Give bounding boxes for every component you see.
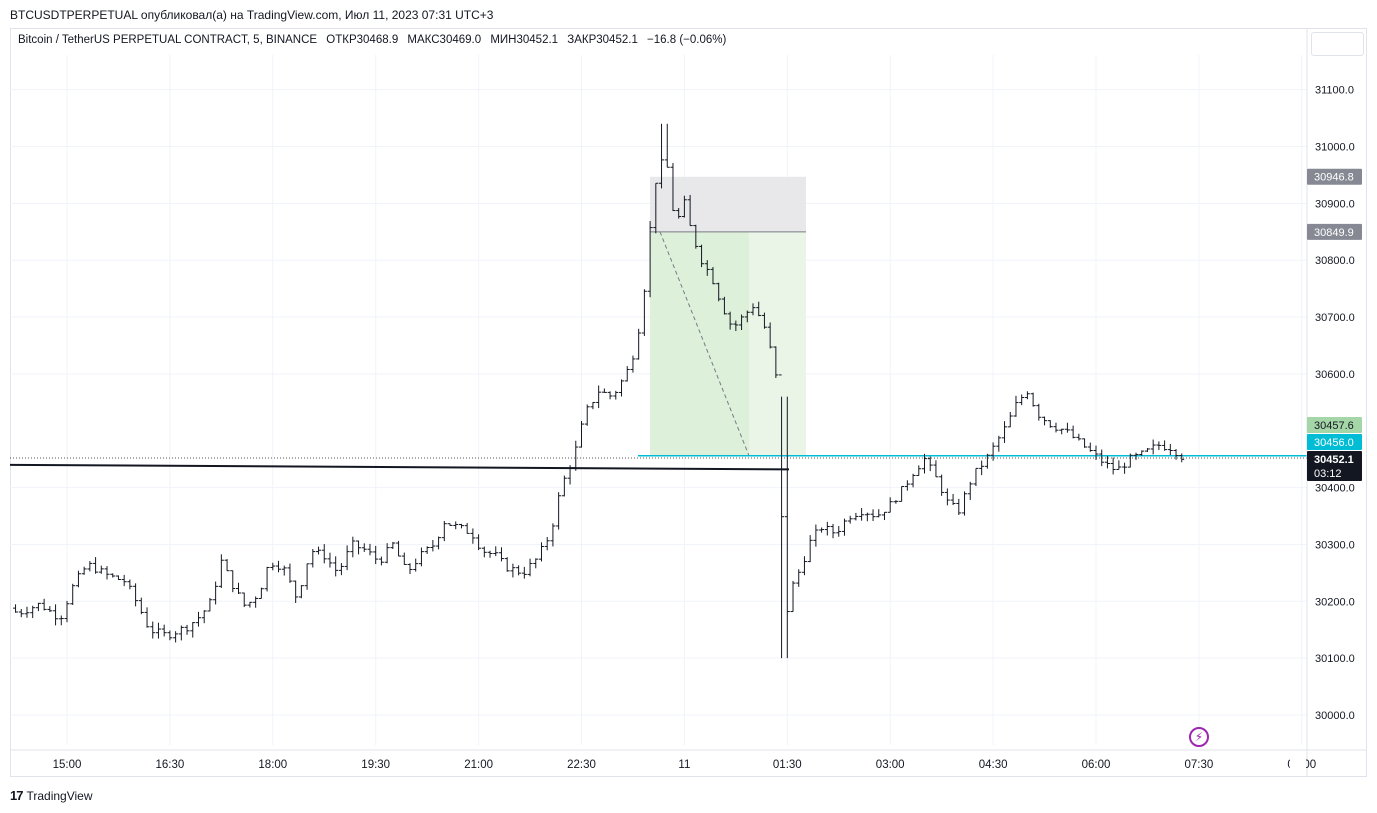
price-label-cyan <box>1307 434 1362 450</box>
x-tick-label: 11 <box>678 759 690 771</box>
close-label: ЗАКР <box>567 34 597 46</box>
x-tick-label: 07:30 <box>1185 759 1214 771</box>
price-label-grey <box>1307 168 1362 185</box>
change-value: −16.8 (−0.06%) <box>647 34 727 46</box>
support-trend-line <box>9 463 790 471</box>
y-tick-label: 30900.0 <box>1315 198 1355 210</box>
high-label: МАКС <box>407 34 440 46</box>
close-value: 30452.1 <box>596 34 638 46</box>
y-tick-label: 30300.0 <box>1315 539 1355 551</box>
chart-frame <box>10 28 1367 777</box>
ohlc-bars <box>13 123 1185 659</box>
low-value: 30452.1 <box>516 34 559 46</box>
price-label-text: 30946.8 <box>1314 172 1354 184</box>
low-label: МИН <box>490 34 517 46</box>
y-tick-label: 30000.0 <box>1315 710 1355 722</box>
y-tick-label: 30100.0 <box>1315 653 1355 665</box>
high-value: 30469.0 <box>439 34 482 46</box>
x-tick-label: 19:30 <box>361 759 390 771</box>
bar-countdown-text: 03:12 <box>1314 468 1342 480</box>
footer: 17 TradingView <box>10 788 93 803</box>
x-tick-label: 22:30 <box>567 759 596 771</box>
lightning-icon[interactable]: ⚡ <box>1189 727 1209 747</box>
price-label-black <box>1307 451 1362 481</box>
symbol-title[interactable]: Bitcoin / TetherUS PERPETUAL CONTRACT, 5… <box>18 34 318 46</box>
open-label: ОТКР <box>326 34 357 46</box>
y-tick-label: 31100.0 <box>1315 85 1354 97</box>
price-label-green <box>1307 417 1362 433</box>
footer-brand: TradingView <box>26 788 93 803</box>
trade-path-dashed <box>659 231 750 456</box>
price-scale-mode-box[interactable] <box>1311 32 1364 56</box>
tradingview-logo-icon: 17 <box>10 788 24 803</box>
x-tick-label: 16:30 <box>156 759 185 771</box>
take-profit-zone <box>650 231 749 456</box>
price-label-text: 30456.0 <box>1314 437 1354 449</box>
price-label-text: 30457.6 <box>1314 420 1354 432</box>
published-header: BTCUSDTPERPETUAL опубликовал(а) на Tradi… <box>10 8 494 22</box>
stop-loss-zone <box>650 176 806 232</box>
open-value: 30468.9 <box>356 34 399 46</box>
take-profit-zone-remaining <box>749 231 806 456</box>
y-tick-label: 30800.0 <box>1315 255 1355 267</box>
x-tick-label: 03:00 <box>876 759 905 771</box>
price-label-text: 30849.9 <box>1314 227 1354 239</box>
price-label-grey <box>1307 223 1362 240</box>
axis-clip-mask <box>1290 755 1306 775</box>
y-tick-label: 30400.0 <box>1315 483 1355 495</box>
x-tick-label: 04:30 <box>979 759 1008 771</box>
x-tick-label: 15:00 <box>53 759 82 771</box>
price-label-text: 30452.1 <box>1314 454 1354 466</box>
ohlc-legend: Bitcoin / TetherUS PERPETUAL CONTRACT, 5… <box>18 34 732 46</box>
x-tick-label: 01:30 <box>773 759 802 771</box>
x-tick-label: 06:00 <box>1082 759 1111 771</box>
y-tick-label: 30200.0 <box>1315 596 1355 608</box>
y-tick-label: 30700.0 <box>1315 312 1355 324</box>
y-tick-label: 30600.0 <box>1315 369 1355 381</box>
x-tick-label: 18:00 <box>258 759 287 771</box>
y-tick-label: 31000.0 <box>1315 142 1355 154</box>
x-tick-label: 21:00 <box>464 759 493 771</box>
